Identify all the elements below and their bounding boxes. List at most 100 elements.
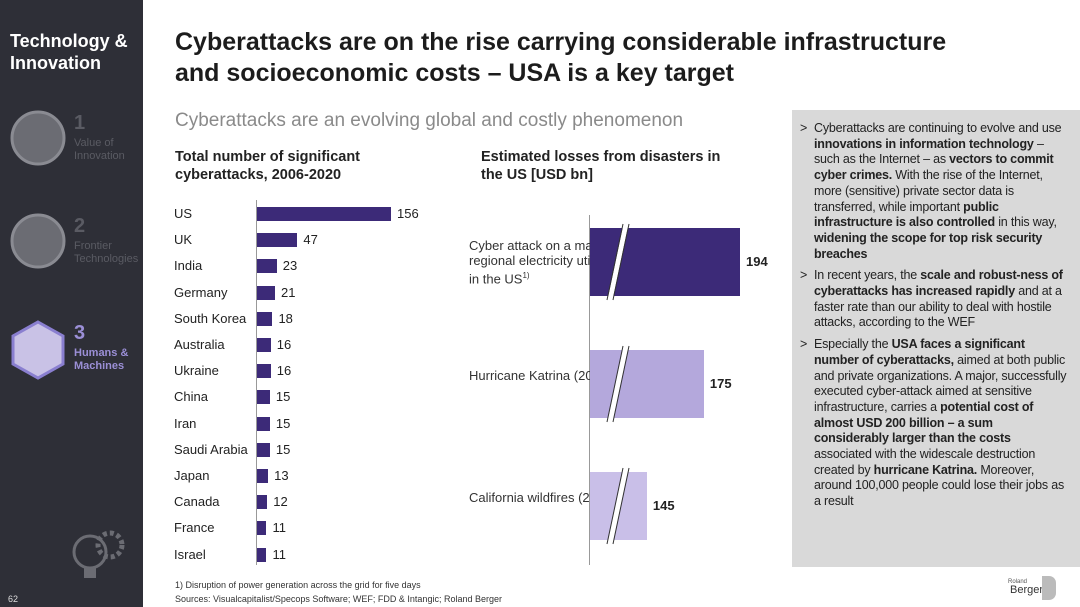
text-run: potential cost of almost USD 200 billion…	[814, 399, 1034, 446]
bar	[257, 285, 276, 300]
value-label: 175	[709, 376, 732, 391]
bar	[590, 350, 704, 418]
nav-number: 3	[74, 322, 86, 344]
text-run: Moreover, around 100,000 people could lo…	[814, 462, 1065, 509]
category-label: Ukraine	[174, 363, 219, 379]
bar	[257, 233, 298, 248]
bar	[257, 207, 391, 221]
axis-break	[606, 467, 630, 545]
value-label: 47	[303, 232, 318, 248]
text-run: associated with the widescale destructio…	[814, 447, 1036, 477]
category-label: California wildfires (2018)	[469, 490, 619, 505]
logo-small: Roland	[1008, 579, 1028, 585]
bullet-marker: >	[800, 268, 808, 283]
category-label: Australia	[174, 337, 225, 352]
slide-title: Cyberattacks are on the rise carrying co…	[175, 28, 947, 87]
bar	[257, 259, 277, 274]
category-text: Cyber attack on a major regional electri…	[469, 238, 608, 287]
value-label: 11	[272, 546, 286, 562]
axis-line	[256, 200, 257, 565]
bar	[257, 521, 267, 536]
category-label: Germany	[174, 284, 228, 300]
axis-break	[606, 223, 630, 301]
slide-subtitle: Cyberattacks are an evolving global and …	[175, 110, 684, 131]
category-label: Iran	[174, 415, 197, 431]
nav-label: Frontier Technologies	[74, 240, 139, 265]
text-run: With the rise of the Internet, more (sen…	[814, 168, 1043, 214]
text-run: Especially the	[814, 337, 892, 352]
category-label: India	[174, 258, 203, 274]
text-run: Cyberattacks are continuing to evolve an…	[814, 121, 1062, 135]
logo: Berger	[1010, 584, 1044, 596]
text-run: scale and robust-ness of cyberattacks ha…	[814, 268, 1063, 299]
bullet-marker: >	[800, 337, 808, 352]
value-label: 13	[274, 468, 289, 483]
text-run: – such as the Internet – as	[814, 136, 1044, 167]
bar	[257, 495, 268, 510]
paragraph: > Cyberattacks are continuing to evolve a…	[792, 121, 1070, 262]
category-label: Saudi Arabia	[174, 441, 248, 457]
nav-number: 2	[74, 215, 86, 237]
category-label: Canada	[174, 494, 220, 510]
category-label: France	[174, 520, 215, 536]
category-label: UK	[174, 232, 193, 248]
text-run: innovations in information technology	[814, 136, 1034, 151]
value-label: 21	[281, 284, 296, 300]
value-label: 23	[282, 258, 298, 274]
value-label: 15	[275, 415, 291, 431]
text-run: hurricane Katrina.	[873, 462, 978, 477]
nav-label: Humans & Machines	[74, 347, 129, 372]
bar	[257, 547, 267, 562]
category-label: Israel	[174, 546, 206, 562]
text-run: In recent years, the	[814, 268, 921, 283]
value-label: 15	[275, 441, 291, 457]
text-run: USA faces a significant number of cybera…	[814, 337, 1025, 367]
value-label: 145	[652, 498, 675, 513]
bar	[257, 390, 270, 405]
text-run: aimed at both public and private organiz…	[814, 352, 1067, 414]
value-label: 16	[276, 363, 292, 379]
value-label: 194	[746, 254, 768, 269]
footnote-marker: 1)	[522, 271, 530, 280]
category-label: US	[174, 206, 193, 221]
sidebar-title: Technology & Innovation	[10, 31, 128, 73]
page-number: 62	[8, 594, 19, 604]
bar	[257, 442, 270, 457]
bar	[257, 311, 273, 326]
text-run: widening the scope for top risk security…	[814, 230, 1043, 261]
bullet-marker: >	[800, 121, 808, 135]
value-label: 11	[272, 520, 286, 536]
value-label: 12	[273, 494, 288, 510]
bar	[257, 338, 271, 352]
category-text: California wildfires (2018)	[469, 490, 616, 505]
text-run: in this way,	[994, 215, 1057, 230]
sidebar-icons	[10, 110, 125, 578]
footnote: 1) Disruption of power generation across…	[175, 580, 421, 590]
bar	[257, 364, 271, 379]
axis-break	[606, 345, 630, 423]
value-label: 156	[397, 206, 419, 221]
axis-line	[589, 215, 590, 565]
category-text: Hurricane Katrina (2005)	[469, 368, 612, 383]
text-run: and at a faster rate than our ability to…	[814, 284, 1062, 330]
bar	[257, 469, 269, 483]
category-label: Japan	[174, 468, 210, 483]
category-label: China	[174, 389, 208, 405]
chart-title: Total number of significant cyberattacks…	[175, 149, 361, 183]
logo-mark	[1042, 576, 1056, 600]
paragraph: > In recent years, the scale and robust-n…	[792, 268, 1070, 331]
value-label: 16	[276, 337, 292, 352]
chart-title: Estimated losses from disasters in the U…	[481, 149, 721, 183]
nav-number: 1	[74, 112, 86, 134]
category-label: South Korea	[174, 310, 247, 326]
text-run: public infrastructure is also controlled	[814, 199, 999, 230]
text-box: > Cyberattacks are continuing to evolve a…	[792, 110, 1080, 567]
category-label: Hurricane Katrina (2005)	[469, 368, 619, 383]
category-label: Cyber attack on a major regional electri…	[469, 238, 619, 286]
text-run: vectors to commit cyber crimes.	[814, 152, 1054, 183]
nav-label: Value of Innovation	[74, 137, 125, 162]
value-label: 15	[275, 389, 291, 405]
sources: Sources: Visualcapitalist/Specops Softwa…	[175, 594, 502, 604]
sidebar: Technology & Innovation 1 Value of Innova…	[0, 0, 143, 607]
